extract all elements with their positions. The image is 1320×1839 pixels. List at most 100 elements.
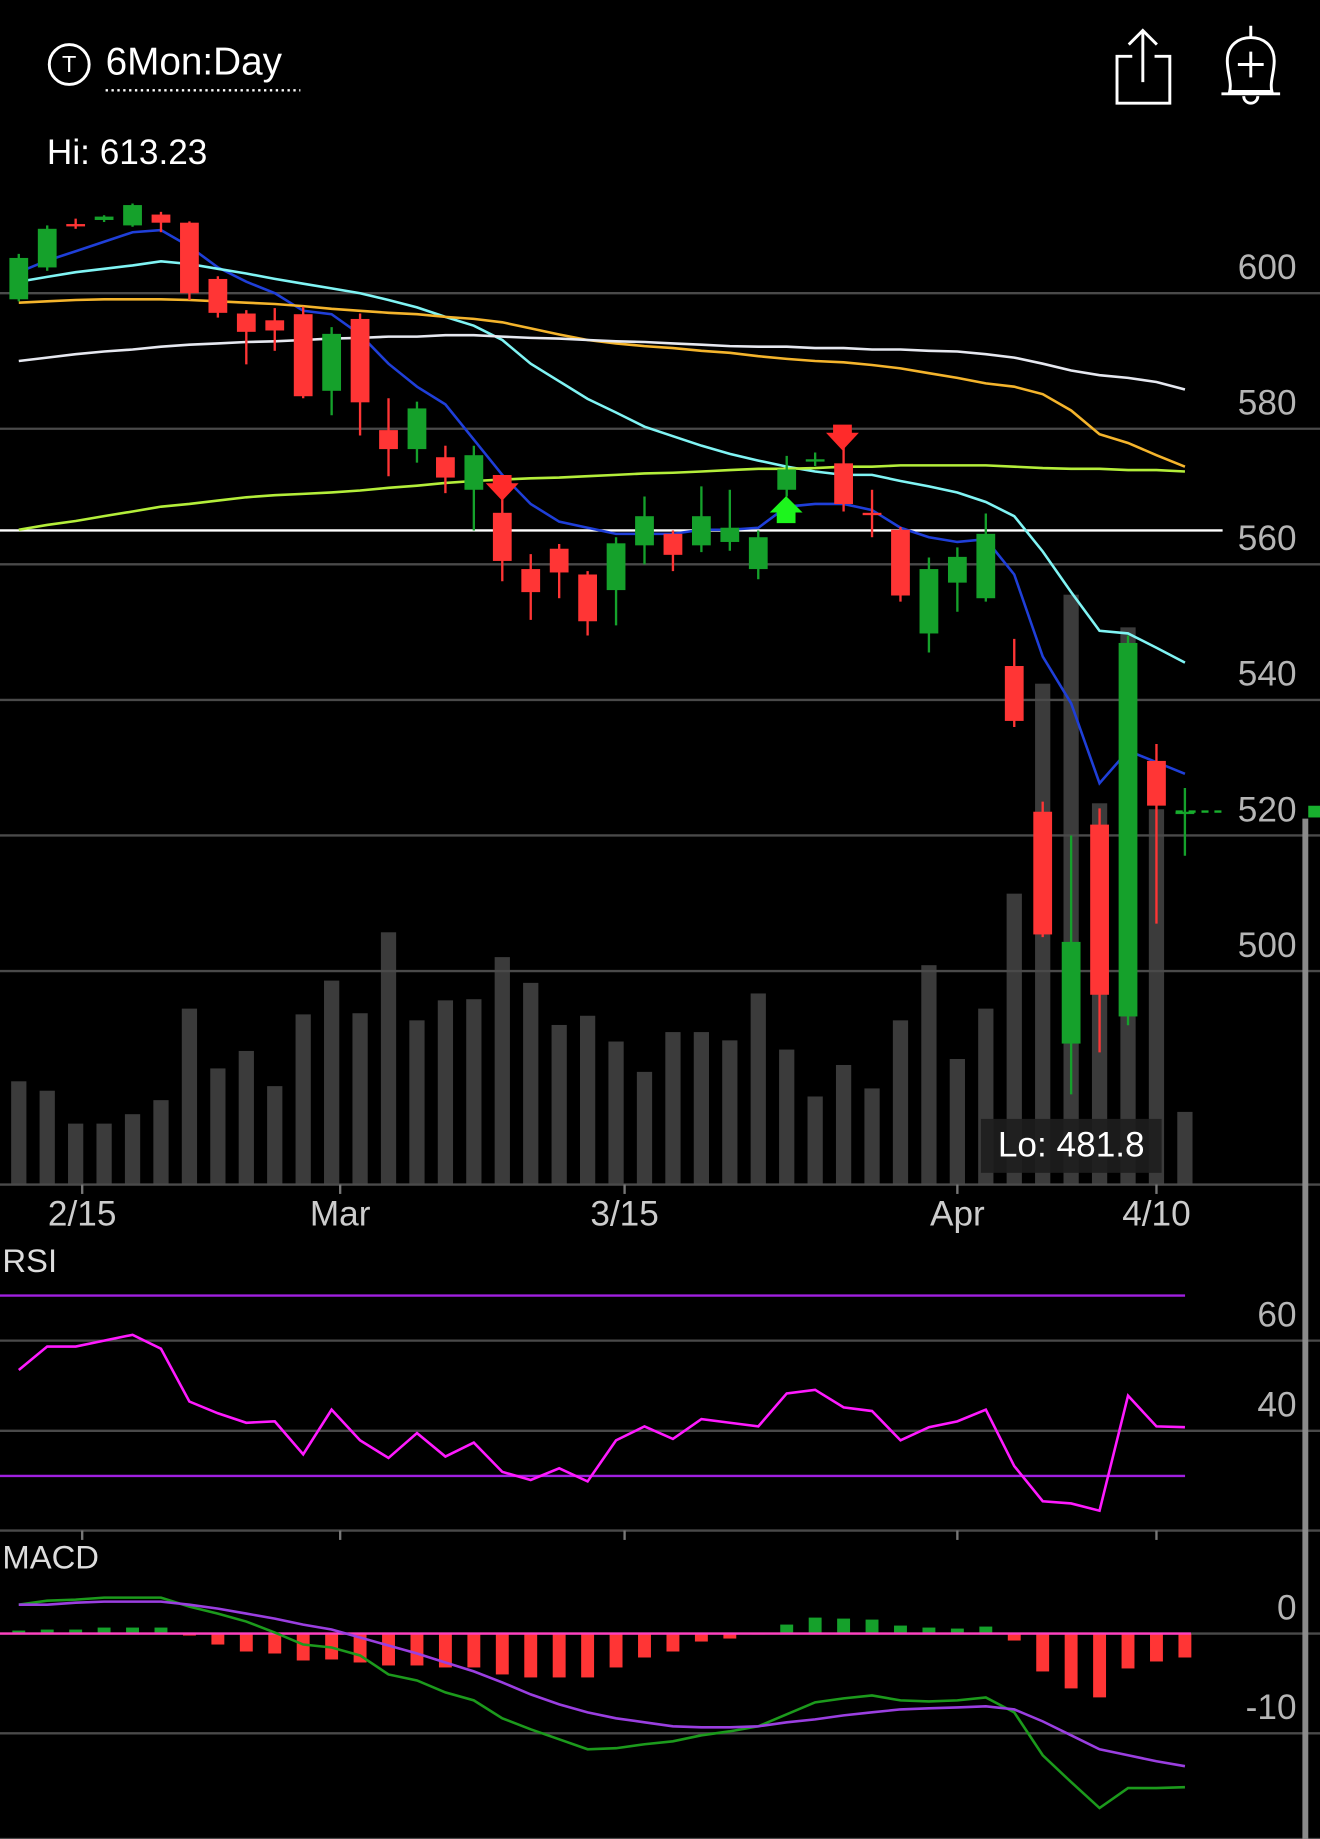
volume-bar: [238, 1050, 254, 1185]
y-tick-label: 560: [1238, 519, 1297, 558]
candle-body: [1033, 811, 1053, 935]
volume-bar: [210, 1068, 226, 1185]
candle-body: [407, 408, 427, 450]
candle-body: [66, 224, 86, 227]
histogram-bar: [609, 1633, 623, 1668]
volume-bar: [579, 1015, 596, 1185]
volume-bar: [124, 1114, 141, 1185]
histogram-bar: [922, 1627, 936, 1634]
candle-body: [1175, 811, 1195, 815]
histogram-bar: [495, 1633, 509, 1675]
candle-body: [748, 537, 768, 570]
volume-bar: [409, 1020, 425, 1185]
candle-body: [9, 257, 29, 300]
indicator-line: [18, 464, 1186, 532]
candle-body: [293, 314, 313, 397]
histogram-bar: [467, 1633, 481, 1668]
volume-bar: [1148, 809, 1165, 1185]
histogram-bar: [12, 1630, 26, 1634]
bell-detail: [1221, 25, 1281, 105]
volume-bar: [693, 1032, 710, 1185]
volume-bar: [892, 1020, 909, 1185]
volume-bar: [779, 1049, 795, 1185]
histogram-bar: [126, 1627, 139, 1634]
candle-body: [947, 556, 967, 583]
histogram-bar: [552, 1633, 566, 1678]
volume-bar: [380, 932, 397, 1185]
histogram-bar: [638, 1633, 651, 1658]
histogram-bar: [837, 1618, 851, 1634]
histogram-bar: [666, 1633, 680, 1652]
histogram-bar: [808, 1617, 822, 1634]
candle-body: [492, 512, 512, 561]
candle-body: [1061, 941, 1081, 1044]
alert-button[interactable]: [1221, 25, 1281, 105]
share-arrow: [1127, 28, 1158, 83]
y-tick-label: 540: [1238, 655, 1297, 694]
indicator-line: [18, 1600, 1186, 1768]
histogram-bar: [694, 1633, 708, 1642]
sell-signal: [826, 424, 859, 451]
lo-label: Lo: 481.8: [998, 1125, 1145, 1164]
histogram-bar: [780, 1624, 794, 1634]
y-tick-label: 60: [1257, 1295, 1296, 1334]
candle-body: [691, 516, 711, 546]
candle-body: [322, 333, 342, 391]
histogram-bar: [1150, 1633, 1163, 1662]
histogram-bar: [1093, 1633, 1107, 1698]
volume-bar: [466, 999, 482, 1185]
volume-bar: [523, 982, 539, 1185]
volume-bar: [96, 1123, 112, 1185]
histogram-bar: [40, 1629, 54, 1634]
y-tick-label: 500: [1238, 926, 1297, 965]
histogram-bar: [438, 1633, 452, 1668]
histogram-bar: [296, 1633, 310, 1661]
candle-body: [37, 228, 57, 268]
histogram-bar: [154, 1627, 168, 1634]
indicator-line: [18, 1596, 1185, 1810]
candle-body: [663, 533, 683, 555]
histogram-bar: [211, 1633, 225, 1645]
volume-bar: [153, 1100, 169, 1185]
volume-bar: [807, 1096, 823, 1185]
candle-body: [635, 516, 654, 546]
histogram-bar: [524, 1633, 538, 1678]
y-tick-label: 600: [1238, 248, 1297, 287]
candle-body: [521, 569, 541, 593]
histogram-bar: [268, 1633, 282, 1654]
x-tick-label: 3/15: [590, 1195, 659, 1234]
candle-body: [549, 548, 569, 573]
volume-bar: [181, 1008, 198, 1185]
histogram-bar: [894, 1625, 907, 1634]
share-button[interactable]: [1115, 28, 1172, 105]
icon-circle: [47, 43, 91, 86]
icon-letter: T: [62, 51, 76, 77]
y-tick-label: -10: [1246, 1688, 1297, 1727]
candle-body: [720, 527, 740, 542]
pane-title: RSI: [2, 1242, 57, 1279]
volume-bar: [295, 1014, 311, 1185]
volume-bar: [636, 1071, 653, 1185]
histogram-bar: [723, 1633, 737, 1639]
volume-bar: [608, 1041, 624, 1185]
indicator-line: [18, 333, 1186, 391]
volume-bar: [267, 1086, 283, 1185]
volume-bar: [551, 1024, 567, 1185]
histogram-bar: [1007, 1633, 1021, 1641]
share-box: [1115, 54, 1172, 105]
period-label[interactable]: 6Mon:Day: [106, 41, 283, 84]
candle-body: [834, 463, 853, 505]
volume-bar: [722, 1040, 738, 1185]
histogram-bar: [410, 1633, 424, 1666]
y-tick-label: 580: [1238, 384, 1297, 423]
y-tick-label: 40: [1257, 1386, 1296, 1425]
x-tick-label: Mar: [310, 1195, 371, 1234]
volume-bar: [324, 980, 340, 1185]
candle-body: [464, 455, 484, 490]
bell: [1225, 36, 1276, 93]
candle-body: [208, 278, 228, 313]
histogram-bar: [865, 1619, 879, 1634]
period-button[interactable]: T 6Mon:Day: [47, 41, 301, 92]
candle-body: [265, 320, 285, 331]
